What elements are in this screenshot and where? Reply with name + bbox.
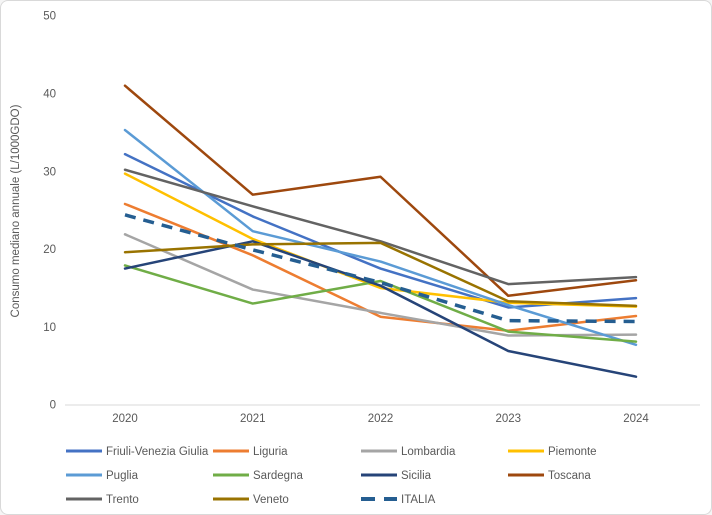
legend-item-liguria: Liguria [213,446,288,458]
legend-label-puglia: Puglia [106,470,139,482]
x-tick-label: 2020 [112,413,138,425]
legend-item-sicilia: Sicilia [361,470,432,482]
legend-item-trento: Trento [66,494,139,506]
y-axis-title: Consumo mediano annuale (L/1000GDO) [10,104,22,317]
legend-item-lombardia: Lombardia [361,446,456,458]
series-line-sicilia [123,240,638,378]
legend-item-veneto: Veneto [213,494,289,506]
y-tick-label: 20 [43,244,56,256]
series-line-sardegna [123,264,638,343]
series-line-puglia [123,128,638,347]
legend-label-italia: ITALIA [401,494,436,506]
legend-label-friuli-venezia-giulia: Friuli-Venezia Giulia [106,446,209,458]
series-line-italia [124,213,637,324]
x-tick-label: 2022 [368,413,394,425]
y-tick-label: 40 [43,89,56,101]
chart-legend: Friuli-Venezia Giulia Liguria Lombardia Pie… [66,446,597,506]
x-tick-label: 2023 [495,413,521,425]
legend-item-toscana: Toscana [508,470,591,482]
legend-item-sardegna: Sardegna [213,470,303,482]
legend-label-toscana: Toscana [548,470,591,482]
y-tick-label: 0 [50,400,56,412]
plot-area [123,84,638,378]
legend-label-veneto: Veneto [253,494,289,506]
series-line-piemonte [123,172,638,308]
x-tick-label: 2024 [623,413,649,425]
legend-label-sicilia: Sicilia [401,470,432,482]
series-line-liguria [123,202,638,333]
y-tick-label: 50 [43,11,56,23]
y-tick-label: 10 [43,322,56,334]
legend-label-sardegna: Sardegna [253,470,303,482]
legend-label-lombardia: Lombardia [401,446,456,458]
legend-label-trento: Trento [106,494,139,506]
legend-label-piemonte: Piemonte [548,446,597,458]
series-line-trento [123,168,638,286]
legend-item-italia: ITALIA [361,494,436,506]
series-line-veneto [123,241,638,308]
legend-item-puglia: Puglia [66,470,139,482]
series-line-toscana [123,84,638,298]
x-tick-label: 2021 [240,413,266,425]
legend-item-piemonte: Piemonte [508,446,597,458]
legend-label-liguria: Liguria [253,446,288,458]
legend-item-friuli-venezia-giulia: Friuli-Venezia Giulia [66,446,209,458]
y-tick-label: 30 [43,166,56,178]
